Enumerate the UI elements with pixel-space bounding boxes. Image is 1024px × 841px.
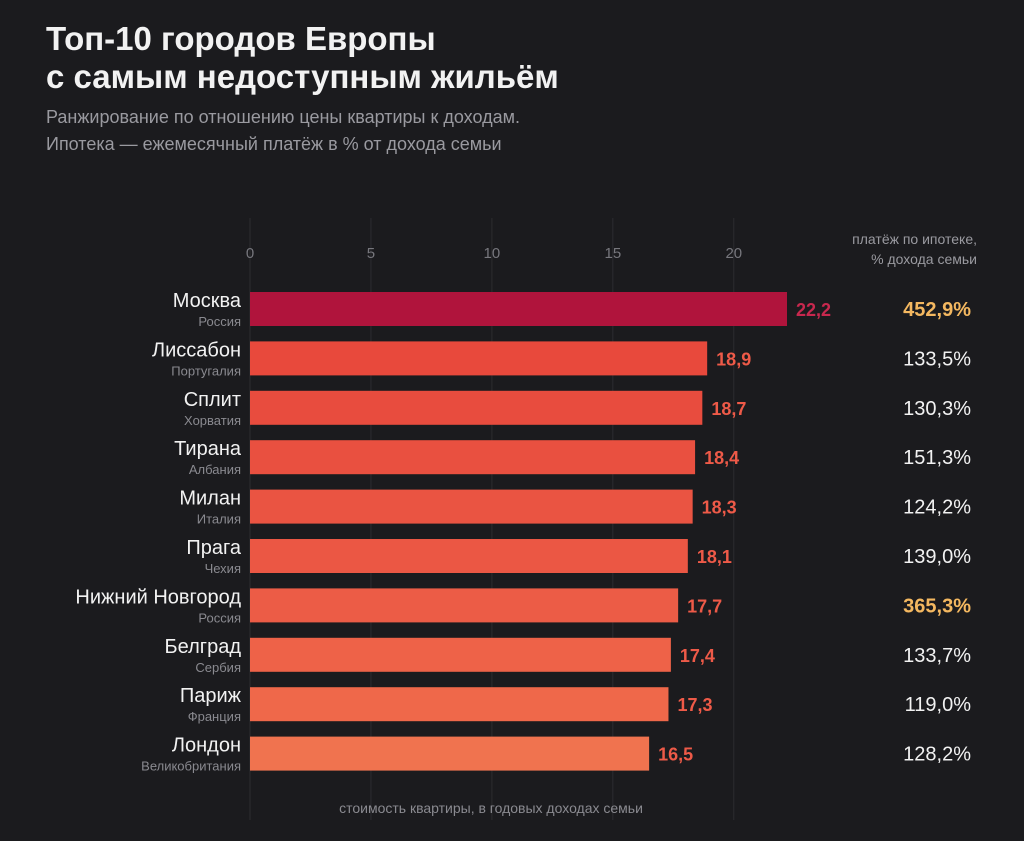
bar-row: Сплит Хорватия 18,7 130,3% <box>184 389 971 428</box>
chart-title-line2: с самым недоступным жильём <box>46 58 559 95</box>
mortgage-label: 365,3% <box>903 595 971 617</box>
bar <box>250 637 671 672</box>
bar-row: Лондон Великобритания 16,5 128,2% <box>141 735 971 774</box>
bar-value-label: 17,4 <box>680 646 715 666</box>
bar <box>250 736 650 771</box>
chart-title: Топ-10 городов Европы с самым недоступны… <box>46 20 946 96</box>
mortgage-label: 124,2% <box>903 497 971 519</box>
mortgage-label: 452,9% <box>903 299 971 321</box>
bar-row: Прага Чехия 18,1 139,0% <box>186 537 971 576</box>
mortgage-label: 133,7% <box>903 645 971 667</box>
bars-layer: Москва Россия 22,2 452,9% Лиссабон Португалия… <box>75 290 971 774</box>
x-tick-label-10: 10 <box>484 245 501 262</box>
bar <box>250 539 688 573</box>
bar-value-label: 18,9 <box>716 349 751 369</box>
bar-row: Москва Россия 22,2 452,9% <box>173 290 971 329</box>
mortgage-column-header-line2: % дохода семьи <box>871 251 977 267</box>
country-label: Великобритания <box>141 759 241 774</box>
country-label: Португалия <box>171 363 241 378</box>
country-label: Сербия <box>195 660 241 675</box>
bar-row: Нижний Новгород Россия 17,7 365,3% <box>75 586 971 625</box>
country-label: Италия <box>197 512 241 527</box>
x-tick-label-5: 5 <box>367 245 375 262</box>
city-label: Прага <box>186 537 241 559</box>
x-axis-label: стоимость квартиры, в годовых доходах се… <box>339 800 643 816</box>
city-label: Париж <box>180 685 242 707</box>
city-label: Москва <box>173 290 242 312</box>
mortgage-label: 130,3% <box>903 398 971 420</box>
bar-value-label: 16,5 <box>658 745 693 765</box>
bar-value-label: 18,1 <box>697 547 732 567</box>
bar-value-label: 18,7 <box>711 399 746 419</box>
mortgage-label: 133,5% <box>903 348 971 370</box>
country-label: Франция <box>188 709 241 724</box>
mortgage-label: 151,3% <box>903 447 971 469</box>
mortgage-label: 119,0% <box>905 694 972 716</box>
mortgage-label: 128,2% <box>903 744 971 766</box>
chart-subtitle-line2: Ипотека — ежемесячный платёж в % от дохо… <box>46 134 502 154</box>
x-tick-label-20: 20 <box>725 245 742 262</box>
country-label: Хорватия <box>184 413 241 428</box>
city-label: Лондон <box>172 735 241 757</box>
bar-row: Милан Италия 18,3 124,2% <box>179 488 971 527</box>
bar-row: Тирана Албания 18,4 151,3% <box>174 438 971 477</box>
bar-row: Париж Франция 17,3 119,0% <box>180 685 971 724</box>
country-label: Чехия <box>205 561 241 576</box>
bar-value-label: 18,3 <box>702 498 737 518</box>
city-label: Тирана <box>174 438 242 460</box>
city-label: Нижний Новгород <box>75 586 241 608</box>
bar-value-label: 18,4 <box>704 448 739 468</box>
chart-subtitle-line1: Ранжирование по отношению цены квартиры … <box>46 107 520 127</box>
country-label: Албания <box>189 462 241 477</box>
bar-row: Белград Сербия 17,4 133,7% <box>165 636 972 675</box>
x-tick-label-0: 0 <box>246 245 254 262</box>
country-label: Россия <box>198 314 241 329</box>
chart-subtitle: Ранжирование по отношению цены квартиры … <box>46 104 946 158</box>
city-label: Милан <box>179 488 241 510</box>
city-label: Сплит <box>184 389 241 411</box>
mortgage-label: 139,0% <box>903 546 971 568</box>
chart-title-line1: Топ-10 городов Европы <box>46 20 436 57</box>
bar <box>250 292 787 326</box>
bar-value-label: 22,2 <box>796 300 831 320</box>
bar <box>250 489 693 524</box>
mortgage-column-header-line1: платёж по ипотеке, <box>852 231 977 247</box>
bar-value-label: 17,7 <box>687 596 722 616</box>
city-label: Лиссабон <box>152 339 241 361</box>
bar <box>250 341 708 376</box>
bar <box>250 687 669 722</box>
bar-row: Лиссабон Португалия 18,9 133,5% <box>152 339 971 378</box>
bar <box>250 390 703 425</box>
city-label: Белград <box>165 636 242 658</box>
bar <box>250 440 696 475</box>
bar <box>250 588 679 623</box>
x-tick-label-15: 15 <box>604 245 621 262</box>
bar-value-label: 17,3 <box>677 695 712 715</box>
country-label: Россия <box>198 610 241 625</box>
